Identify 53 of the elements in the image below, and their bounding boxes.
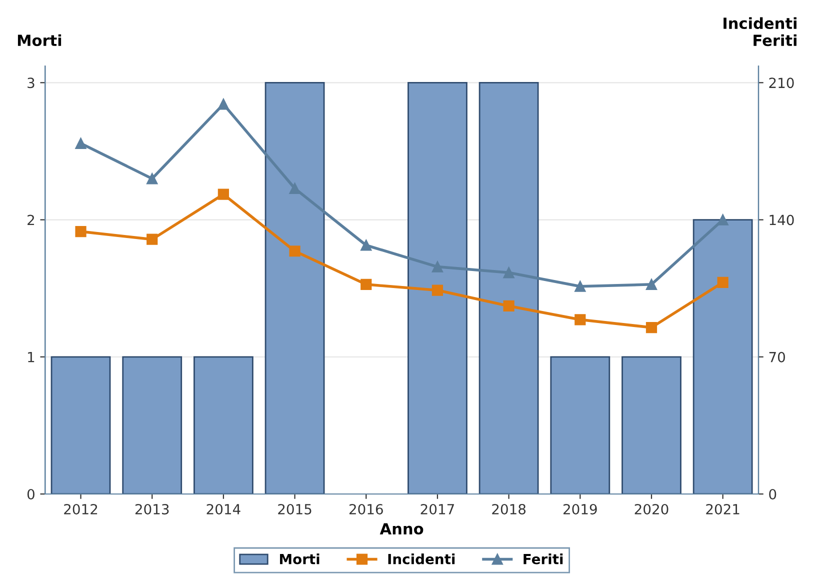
legend-label: Morti <box>280 554 320 564</box>
x-tick-label: 2020 <box>634 504 668 514</box>
y2-axis-title: Incidenti Feriti <box>724 17 796 46</box>
bar <box>194 356 254 494</box>
point <box>75 138 86 149</box>
x-tick-label: 2019 <box>563 504 597 514</box>
point <box>717 214 728 226</box>
bar <box>264 82 325 494</box>
point <box>146 234 158 245</box>
point <box>75 226 86 238</box>
point <box>574 314 586 326</box>
point <box>360 240 372 251</box>
legend-label: Incidenti <box>388 554 455 564</box>
y-tick-label: 3 <box>28 78 34 88</box>
point <box>646 322 658 334</box>
point <box>218 98 230 110</box>
y2-tick-label: 140 <box>770 214 794 226</box>
point <box>717 276 728 288</box>
bar <box>408 82 468 494</box>
y-tick-label: 1 <box>28 352 34 362</box>
point <box>432 261 444 272</box>
point <box>289 246 300 257</box>
bar <box>50 356 111 494</box>
point <box>146 173 158 184</box>
point <box>646 278 658 290</box>
y-tick-label: 2 <box>28 214 34 226</box>
x-tick-label: 2021 <box>706 504 740 514</box>
point <box>360 278 372 290</box>
x-tick-label: 2014 <box>206 504 240 514</box>
point <box>432 284 444 296</box>
x-tick-label: 2017 <box>420 504 454 514</box>
x-tick-label: 2013 <box>135 504 169 514</box>
y2-tick-label: 70 <box>769 352 785 362</box>
x-tick-label: 2015 <box>278 504 312 514</box>
y2-tick-label: 210 <box>769 78 794 88</box>
x-tick-label: 2012 <box>64 504 98 514</box>
point <box>289 182 300 194</box>
bar <box>622 356 682 494</box>
legend-label: Feriti <box>524 554 563 564</box>
bar <box>478 82 539 494</box>
x-axis-title: Anno <box>380 523 424 535</box>
point <box>503 300 514 312</box>
y-tick-label: 0 <box>27 488 34 500</box>
point <box>218 188 230 200</box>
y-axis-title: Morti <box>18 34 62 46</box>
bar <box>692 219 753 494</box>
bar <box>550 356 610 494</box>
y2-tick-label: 0 <box>769 488 776 500</box>
x-tick-label: 2016 <box>349 504 383 514</box>
point <box>503 267 514 278</box>
point <box>574 280 586 292</box>
bar <box>122 356 182 494</box>
x-tick-label: 2018 <box>492 504 526 514</box>
